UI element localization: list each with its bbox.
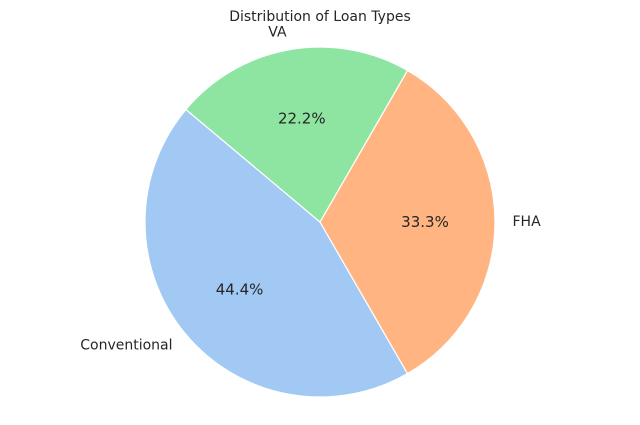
pie-slice-fha (319, 69, 496, 375)
pct-label-fha: 33.3% (401, 213, 449, 231)
category-label-conventional: Conventional (80, 338, 172, 354)
category-label-va: VA (268, 24, 287, 40)
pct-label-va: 22.2% (278, 110, 326, 128)
pie-slice-conventional (144, 108, 409, 398)
pie-labels: 44.4% Conventional 33.3% FHA 22.2% VA (80, 24, 541, 353)
pct-label-conventional: 44.4% (216, 280, 264, 298)
pie-slice-va (185, 46, 409, 223)
chart-title: Distribution of Loan Types (229, 9, 411, 25)
category-label-fha: FHA (513, 214, 542, 230)
pie-slices (144, 46, 496, 398)
